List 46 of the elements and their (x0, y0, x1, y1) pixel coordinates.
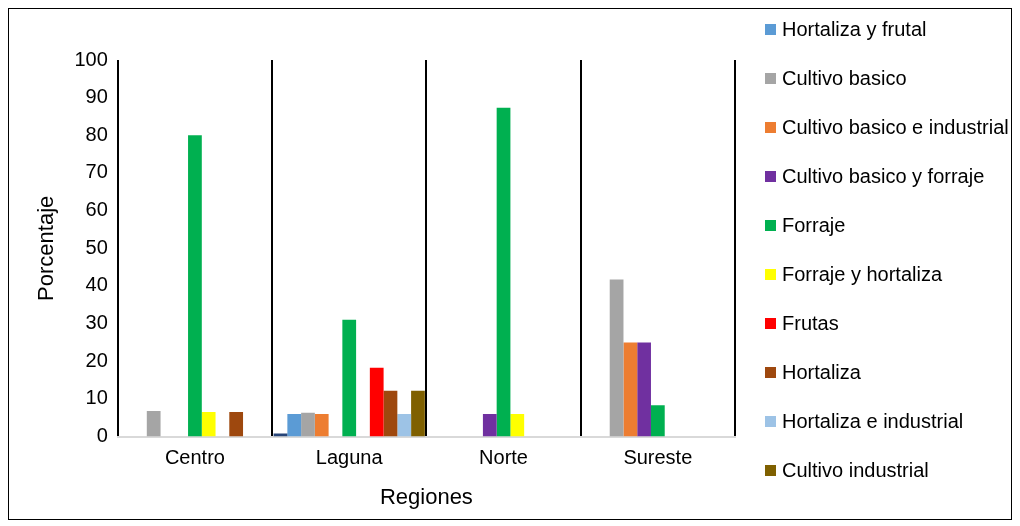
y-tick-label: 80 (85, 122, 108, 145)
bar (314, 414, 329, 437)
bar (650, 405, 665, 437)
bar (201, 412, 216, 437)
x-tick-label: Norte (479, 446, 528, 469)
bar (482, 414, 497, 437)
bar (188, 135, 202, 437)
bar (229, 412, 244, 437)
legend-label: Forraje (782, 214, 846, 236)
bar (411, 390, 425, 437)
bar (301, 412, 315, 437)
bar (369, 367, 384, 437)
x-tick-label: Sureste (623, 446, 693, 469)
bar (623, 342, 638, 437)
bar (609, 279, 624, 437)
y-tick-label: 40 (85, 273, 108, 296)
y-tick-label: 30 (85, 311, 108, 334)
legend-label: Forraje y hortaliza (782, 263, 943, 285)
x-tick-label: Centro (164, 446, 225, 469)
y-tick-label: 0 (96, 424, 108, 447)
y-tick-label: 50 (85, 235, 108, 258)
y-axis-title: Porcentaje (33, 195, 59, 301)
bar (383, 390, 398, 437)
legend-label: Hortaliza y frutal (782, 18, 927, 40)
y-tick-label: 90 (85, 85, 108, 108)
bar (146, 410, 161, 437)
legend-label: Cultivo basico y forraje (782, 165, 985, 187)
x-tick-label: Laguna (315, 446, 384, 469)
legend-label: Hortaliza e industrial (782, 410, 964, 432)
bar (510, 414, 525, 437)
y-tick-label: 70 (85, 160, 108, 183)
y-tick-label: 60 (85, 198, 108, 221)
legend-label: Cultivo basico e industrial (782, 116, 1009, 138)
y-tick-label: 10 (85, 386, 108, 409)
legend-label: Frutas (782, 312, 839, 334)
legend-label: Cultivo basico (782, 67, 907, 89)
bar (342, 319, 357, 437)
x-axis-title: Regiones (379, 483, 473, 509)
legend-label: Cultivo industrial (782, 459, 929, 481)
bar (287, 414, 302, 437)
bar (496, 107, 511, 437)
y-tick-label: 100 (74, 47, 108, 70)
legend-label: Hortaliza (782, 361, 861, 383)
bar (397, 414, 412, 437)
y-tick-label: 20 (85, 348, 108, 371)
bar (637, 342, 651, 437)
